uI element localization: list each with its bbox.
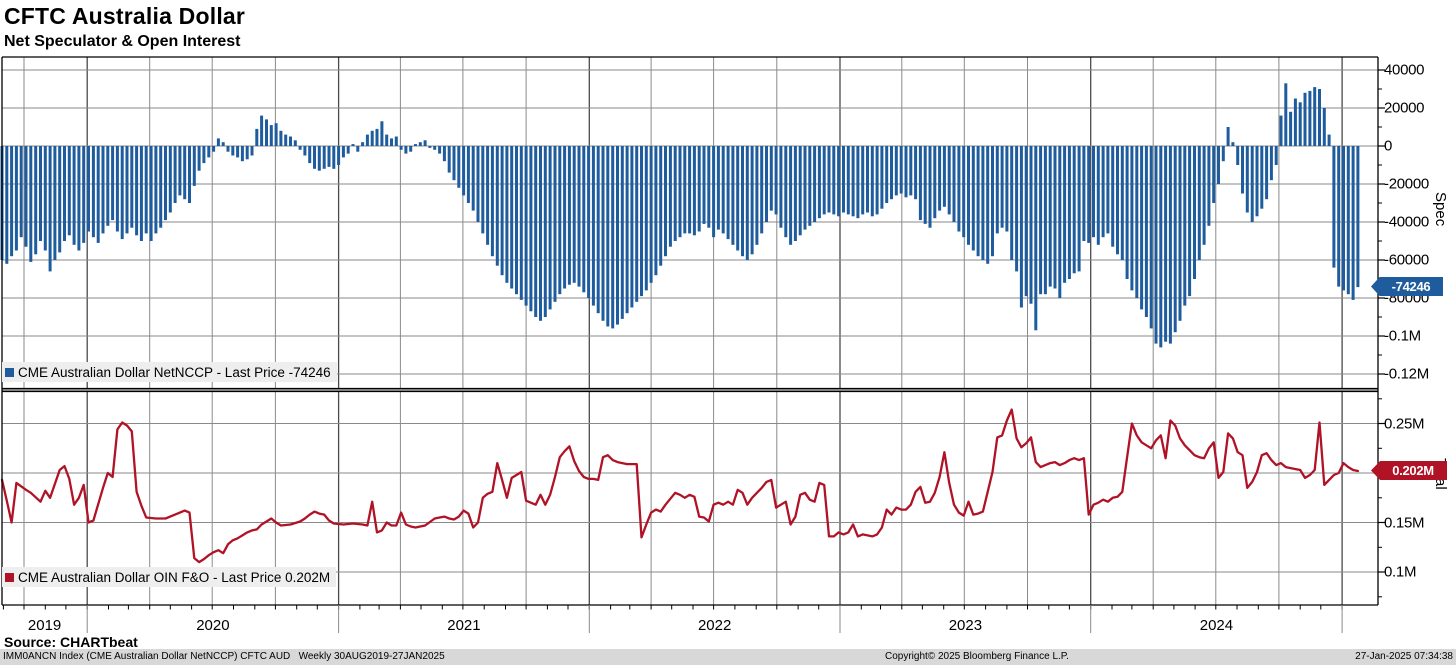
- source-line: Source: CHARTbeat: [4, 634, 138, 650]
- x-year-label: 2019: [27, 617, 62, 634]
- spec-y-tick-label: -0.12M: [1384, 365, 1429, 383]
- total-y-tick-label: 0.1M: [1384, 563, 1417, 581]
- spec-y-tick-label: 20000: [1384, 99, 1425, 117]
- legend-oin-label: CME Australian Dollar OIN F&O - Last Pri…: [18, 569, 331, 585]
- blue-square-legend-icon: [5, 367, 14, 377]
- x-year-label: 2023: [948, 617, 983, 634]
- spec-y-tick-label: -20000: [1384, 175, 1429, 193]
- total-oi-line-series: [0, 408, 1360, 564]
- spec-y-tick-label: 0: [1384, 137, 1393, 155]
- spec-bar-series: [0, 83, 1360, 348]
- total-y-tick-label: 0.25M: [1384, 415, 1425, 432]
- x-year-label: 2024: [1199, 617, 1234, 634]
- total-last-price-tag: 0.202M: [1371, 461, 1447, 480]
- x-year-label: 2021: [447, 617, 481, 634]
- spec-last-price-tag: -74246: [1371, 277, 1443, 296]
- total-y-tick-label: 0.15M: [1384, 514, 1425, 531]
- spec-axis-title: Spec: [1432, 192, 1449, 227]
- x-year-label: 2020: [196, 617, 230, 634]
- bloomberg-footer-bar: IMM0ANCN Index (CME Australian Dollar Ne…: [0, 649, 1456, 665]
- legend-netnccp-label: CME Australian Dollar NetNCCP - Last Pri…: [18, 364, 331, 380]
- x-year-label: 2022: [697, 617, 732, 634]
- spec-y-tick-label: -0.1M: [1384, 327, 1421, 345]
- legend-oin[interactable]: CME Australian Dollar OIN F&O - Last Pri…: [2, 567, 337, 587]
- page-subtitle: Net Speculator & Open Interest: [4, 33, 241, 50]
- footer-copyright: Copyright© 2025 Bloomberg Finance L.P.: [885, 651, 1069, 662]
- spec-y-tick-label: -40000: [1384, 213, 1429, 231]
- spec-y-tick-label: 40000: [1384, 61, 1425, 79]
- footer-timestamp: 27-Jan-2025 07:34:38: [1355, 651, 1453, 662]
- red-square-legend-icon: [5, 572, 14, 582]
- footer-ticker-text: IMM0ANCN Index (CME Australian Dollar Ne…: [3, 651, 445, 662]
- page-title: CFTC Australia Dollar: [4, 3, 246, 29]
- spec-y-tick-label: -60000: [1384, 251, 1429, 269]
- legend-netnccp[interactable]: CME Australian Dollar NetNCCP - Last Pri…: [2, 362, 337, 382]
